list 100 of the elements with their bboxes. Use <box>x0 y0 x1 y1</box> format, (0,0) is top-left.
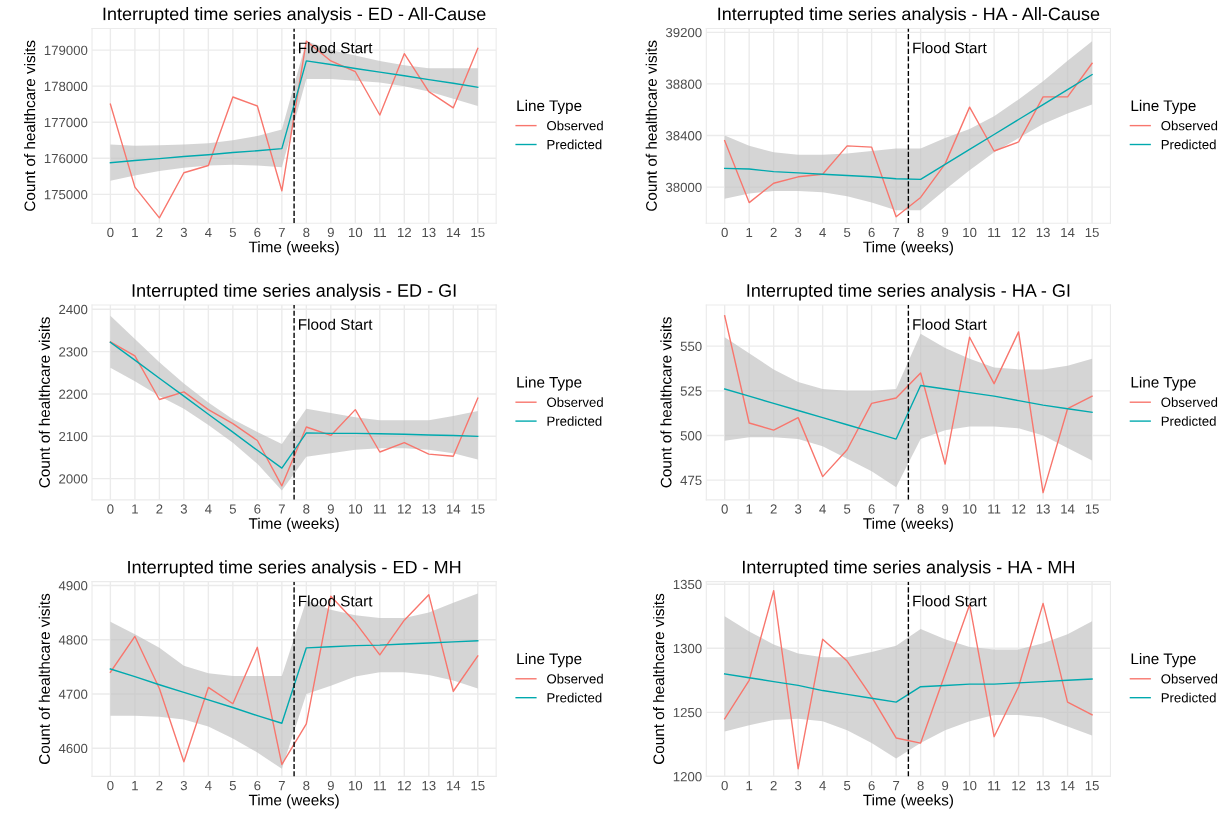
ref-line-label: Flood Start <box>299 42 373 54</box>
chart-title: Interrupted time series analysis - ED - MH <box>128 560 461 578</box>
x-tick-label: 7 <box>278 504 285 514</box>
x-tick-label: 1 <box>746 781 753 791</box>
x-tick-label: 8 <box>917 504 924 514</box>
legend-title: Line Type <box>517 653 582 668</box>
x-tick-label: 2 <box>156 780 163 791</box>
x-tick-label: 1 <box>132 781 138 791</box>
x-tick-label: 12 <box>397 227 411 237</box>
ref-line-label: Flood Start <box>913 318 987 330</box>
x-tick-label: 15 <box>471 781 485 791</box>
y-axis-title: Count of healthcare visits <box>660 317 672 488</box>
x-tick-label: 14 <box>1061 227 1075 237</box>
x-tick-label: 9 <box>942 227 949 238</box>
line-series <box>109 40 479 219</box>
x-tick-label: 8 <box>303 227 310 238</box>
y-tick-label: 525 <box>680 386 702 396</box>
line-series <box>109 640 479 724</box>
y-tick-label: 176000 <box>44 153 88 164</box>
x-tick-label: 10 <box>348 227 363 238</box>
x-tick-label: 6 <box>254 227 261 238</box>
x-tick-label: 0 <box>107 227 114 238</box>
line-series <box>723 62 1093 218</box>
line-series <box>109 60 479 164</box>
x-tick-label: 2 <box>770 780 777 791</box>
y-tick-label: 38000 <box>665 182 702 193</box>
x-tick-label: 12 <box>397 780 411 791</box>
y-axis-title: Count of healthcare visits <box>24 40 36 211</box>
x-tick-label: 2 <box>156 227 163 237</box>
chart-title: Interrupted time series analysis - HA - GI <box>747 283 1070 301</box>
x-tick-label: 13 <box>1036 780 1050 791</box>
x-tick-label: 7 <box>893 504 900 514</box>
ref-line-label: Flood Start <box>299 318 373 330</box>
x-tick-label: 8 <box>917 227 924 238</box>
x-tick-label: 5 <box>229 504 236 514</box>
ref-line-label: Flood Start <box>299 595 373 607</box>
line-series <box>723 673 1093 703</box>
y-tick-label: 4600 <box>58 743 88 754</box>
x-tick-label: 6 <box>868 504 875 514</box>
x-tick-label: 3 <box>180 780 187 791</box>
y-tick-label: 177000 <box>44 117 88 128</box>
y-tick-label: 38400 <box>665 131 702 141</box>
x-tick-label: 6 <box>868 227 875 238</box>
x-axis-title: Time (weeks) <box>863 794 953 809</box>
x-tick-label: 14 <box>446 781 461 791</box>
x-tick-label: 5 <box>229 227 236 238</box>
x-tick-label: 14 <box>446 227 461 237</box>
x-tick-label: 5 <box>844 781 851 791</box>
x-tick-label: 8 <box>303 504 310 514</box>
x-tick-label: 5 <box>229 781 236 791</box>
x-tick-label: 12 <box>397 504 411 514</box>
x-tick-label: 3 <box>180 504 187 514</box>
x-tick-label: 0 <box>107 780 114 791</box>
x-tick-label: 1 <box>746 227 753 237</box>
y-axis-title: Count of healthcare visits <box>652 593 665 765</box>
x-tick-label: 5 <box>844 227 851 238</box>
x-tick-label: 8 <box>917 780 924 791</box>
x-tick-label: 1 <box>746 504 753 514</box>
y-tick-label: 179000 <box>44 45 88 56</box>
y-axis-title: Count of healthcare visits <box>38 317 50 488</box>
y-tick-label: 178000 <box>44 81 88 92</box>
x-tick-label: 12 <box>1012 780 1026 791</box>
legend-title: Line Type <box>1131 376 1196 391</box>
x-tick-label: 15 <box>471 227 485 238</box>
y-tick-label: 2400 <box>59 304 88 315</box>
x-axis-title: Time (weeks) <box>248 241 339 256</box>
line-series <box>723 384 1093 440</box>
y-axis-title: Count of healthcare visits <box>38 593 50 765</box>
x-tick-label: 15 <box>1085 781 1099 791</box>
line-series <box>723 589 1093 770</box>
x-tick-label: 4 <box>205 781 212 791</box>
x-tick-label: 11 <box>988 781 1001 791</box>
x-tick-label: 3 <box>794 780 802 791</box>
x-tick-label: 10 <box>348 504 363 514</box>
x-tick-label: 6 <box>868 780 875 791</box>
x-tick-label: 1 <box>132 227 138 237</box>
x-tick-label: 7 <box>893 781 900 791</box>
x-tick-label: 2 <box>156 504 163 514</box>
y-tick-label: 1350 <box>673 579 702 590</box>
x-tick-label: 9 <box>327 780 334 791</box>
ref-line-label: Flood Start <box>913 595 987 607</box>
legend-title: Line Type <box>517 376 582 391</box>
x-tick-label: 14 <box>1061 781 1075 791</box>
x-tick-label: 0 <box>721 780 728 791</box>
x-tick-label: 13 <box>1036 227 1050 238</box>
legend-label: Predicted <box>1161 692 1216 703</box>
y-tick-label: 1250 <box>673 707 702 718</box>
x-tick-label: 13 <box>422 780 436 791</box>
x-tick-label: 11 <box>373 781 387 791</box>
legend-label: Predicted <box>547 139 602 150</box>
x-tick-label: 11 <box>373 504 387 514</box>
chart-title: Interrupted time series analysis - HA - All-Cause <box>718 7 1100 24</box>
x-tick-label: 7 <box>278 781 285 791</box>
chart-title: Interrupted time series analysis - ED - All-Cause <box>103 7 486 24</box>
x-tick-label: 9 <box>942 504 949 514</box>
x-tick-label: 14 <box>446 504 461 514</box>
x-tick-label: 11 <box>373 227 387 237</box>
y-tick-label: 550 <box>680 341 702 352</box>
y-tick-label: 175000 <box>44 189 88 200</box>
x-tick-label: 11 <box>988 227 1001 237</box>
